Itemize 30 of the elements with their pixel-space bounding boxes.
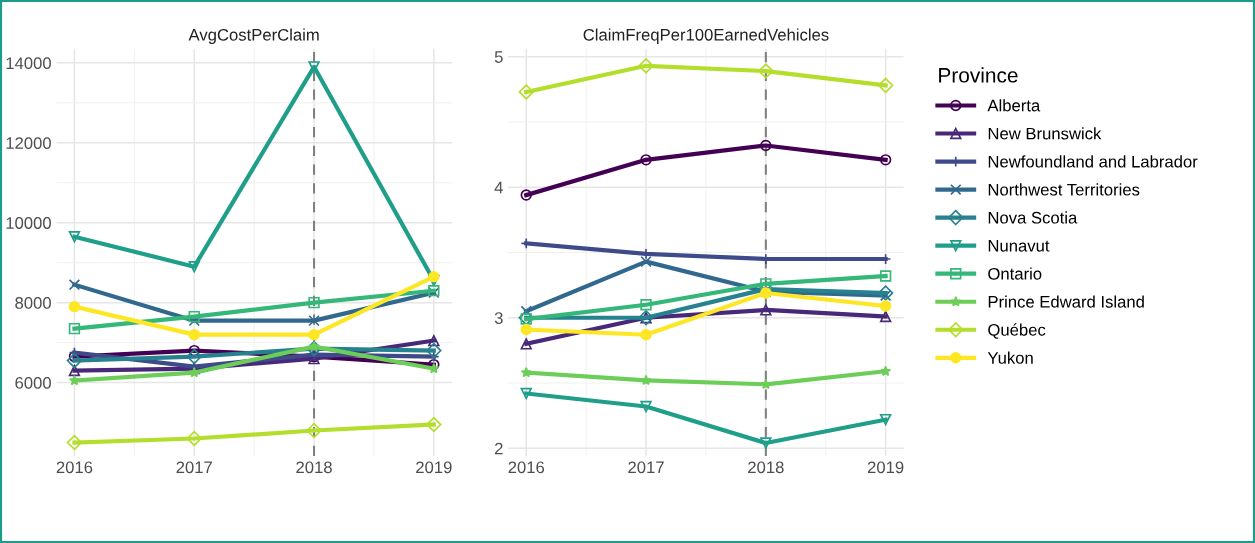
y-tick-label: 5 xyxy=(494,51,503,63)
legend-label: Nunavut xyxy=(988,240,1050,252)
legend-label: Ontario xyxy=(988,267,1042,280)
y-tick-label: 4 xyxy=(494,181,503,194)
y-tick-label: 10000 xyxy=(6,217,51,229)
y-tick-label: 6000 xyxy=(15,376,51,389)
y-tick-label: 2 xyxy=(494,442,503,455)
legend-label: New Brunswick xyxy=(988,127,1102,140)
legend-label: Newfoundland and Labrador xyxy=(988,155,1198,168)
x-tick-label: 2018 xyxy=(748,461,784,474)
x-tick-label: 2016 xyxy=(508,461,545,474)
y-tick-label: 12000 xyxy=(6,137,51,149)
x-tick-label: 2016 xyxy=(56,461,93,474)
legend-label: Northwest Territories xyxy=(988,183,1140,196)
y-tick-label: 14000 xyxy=(6,57,51,70)
y-tick-label: 8000 xyxy=(15,297,51,309)
x-tick-label: 2019 xyxy=(867,461,904,474)
y-tick-label: 3 xyxy=(494,312,503,324)
legend-label: Alberta xyxy=(987,99,1041,112)
legend-label: Prince Edward Island xyxy=(988,295,1144,308)
x-tick-label: 2018 xyxy=(296,461,332,474)
legend-label: Nova Scotia xyxy=(988,211,1078,224)
x-tick-label: 2017 xyxy=(176,461,212,474)
legend-label: Québec xyxy=(988,323,1046,339)
x-tick-label: 2017 xyxy=(628,461,664,474)
legend-label: Yukon xyxy=(987,351,1033,364)
x-tick-label: 2019 xyxy=(416,461,452,474)
chart-title: ClaimFreqPer100EarnedVehicles xyxy=(583,28,829,44)
legend-title: Province xyxy=(939,67,1018,83)
chart-title: AvgCostPerClaim xyxy=(188,28,319,44)
